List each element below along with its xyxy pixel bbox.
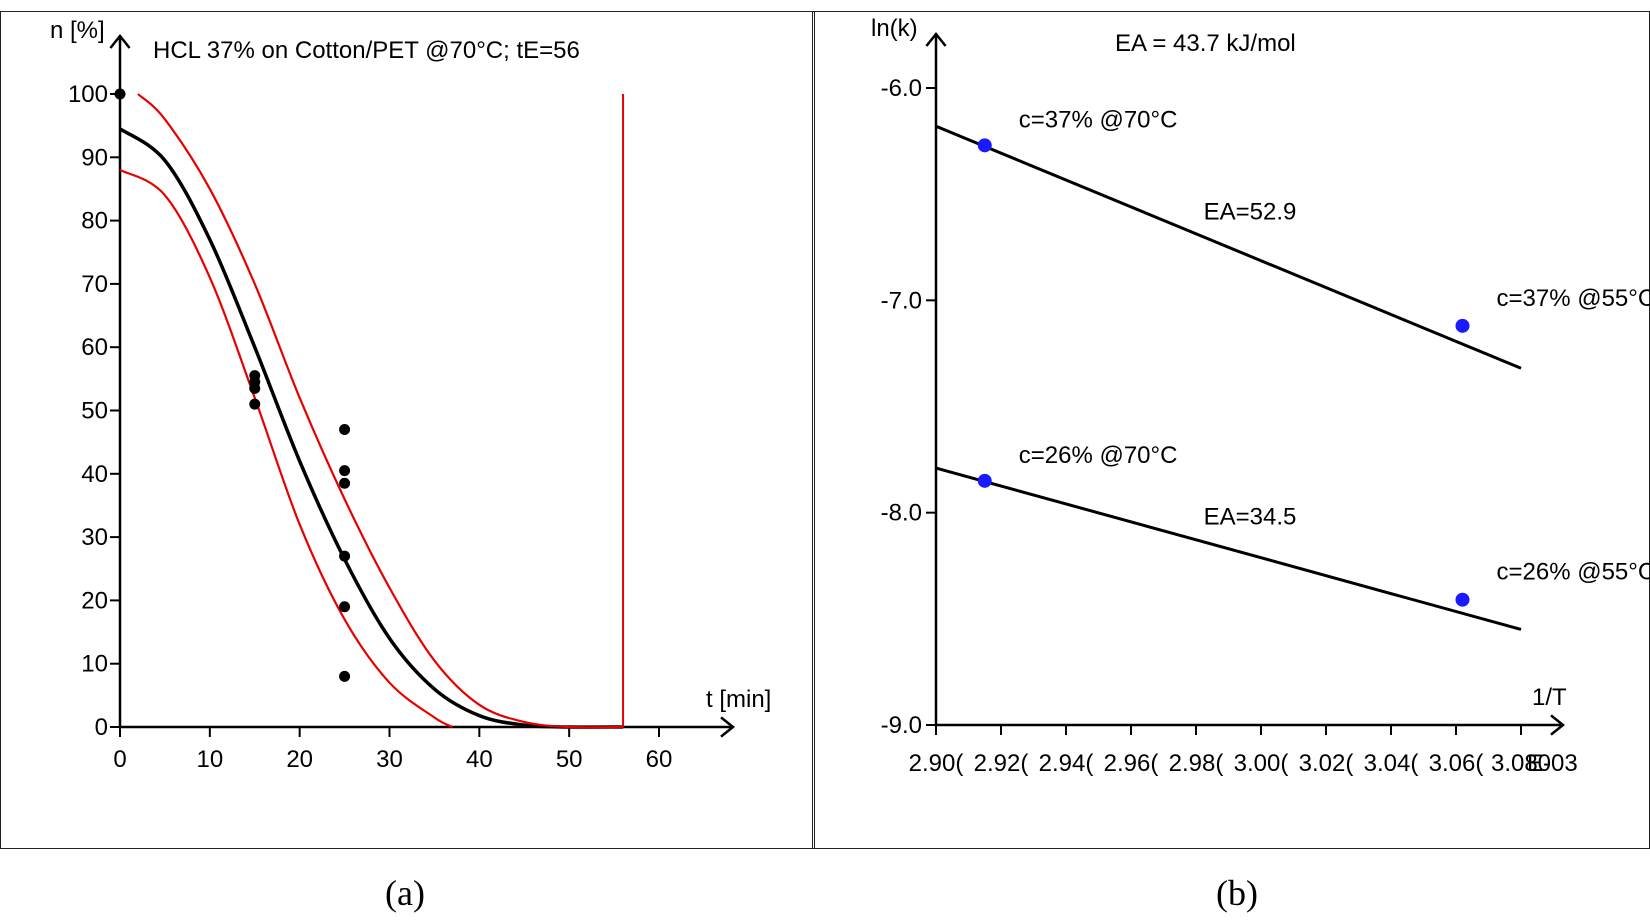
chart-b-point-label: c=37% @70°C <box>1019 106 1178 133</box>
chart-b-data-point <box>977 138 992 153</box>
chart-b-y-tick-label: -9.0 <box>881 712 922 739</box>
chart-b-y-tick-label: -8.0 <box>881 500 922 527</box>
chart-b-ea-annotation: EA=34.5 <box>1204 503 1297 530</box>
chart-a-title: HCL 37% on Cotton/PET @70°C; tE=56 <box>153 37 580 64</box>
chart-b-x-tick-label: 3.04( <box>1364 750 1419 777</box>
chart-a-y-tick-label: 70 <box>81 271 108 298</box>
chart-b-point-label: c=26% @70°C <box>1019 442 1178 469</box>
chart-b-y-axis-arrow <box>925 31 947 47</box>
chart-b-x-tick-label: 2.92( <box>974 750 1029 777</box>
caption-a: (a) <box>385 873 425 913</box>
chart-b-x-tick-label: 3.00( <box>1234 750 1289 777</box>
chart-a-y-tick-label: 30 <box>81 524 108 551</box>
chart-b-title: EA = 43.7 kJ/mol <box>1115 30 1296 57</box>
chart-b-x-tick-label: 2.98( <box>1169 750 1224 777</box>
chart-a-y-tick-label: 0 <box>95 714 108 741</box>
chart-b-data-point <box>1455 592 1470 607</box>
chart-a-x-tick-label: 60 <box>646 746 673 773</box>
caption-b: (b) <box>1216 873 1258 913</box>
chart-a-data-point <box>249 382 261 394</box>
chart-b-y-tick-label: -7.0 <box>881 287 922 314</box>
chart-a-data-point <box>339 477 351 489</box>
chart-a-y-tick-label: 100 <box>68 81 108 108</box>
chart-b-data-point <box>977 473 992 488</box>
chart-b-x-tick-label: 3.080 <box>1491 750 1551 777</box>
chart-b-x-tick-label: 2.90( <box>909 750 964 777</box>
chart-b-point-label: c=26% @55°C <box>1497 559 1650 586</box>
chart-a-x-tick-label: 0 <box>113 746 126 773</box>
chart-a-fit-curve <box>118 127 624 729</box>
chart-a-x-axis-label: t [min] <box>706 686 771 713</box>
chart-b-x-tick-label: 2.94( <box>1039 750 1094 777</box>
chart-a-confidence-curve <box>119 168 453 728</box>
chart-a-x-tick-label: 20 <box>286 746 313 773</box>
chart-a-confidence-curve <box>137 93 624 729</box>
chart-a-x-tick-label: 40 <box>466 746 493 773</box>
chart-a-y-tick-label: 60 <box>81 334 108 361</box>
chart-a-data-point <box>339 550 351 562</box>
chart-b-x-axis-label: 1/T <box>1532 684 1567 711</box>
chart-b-point-label: c=37% @55°C <box>1497 285 1650 312</box>
chart-a-x-tick-label: 50 <box>556 746 583 773</box>
chart-a-y-axis-label: n [%] <box>50 17 105 44</box>
chart-b-regression-line <box>935 466 1522 631</box>
chart-b-x-axis-arrow <box>1550 714 1566 736</box>
chart-b-x-tick-label: 2.96( <box>1104 750 1159 777</box>
chart-a-data-point <box>249 398 261 410</box>
chart-a-x-tick-label: 10 <box>196 746 223 773</box>
chart-a-data-point <box>114 88 126 100</box>
chart-b-y-axis-label: ln(k) <box>871 15 918 42</box>
chart-b-ea-annotation: EA=52.9 <box>1204 199 1297 226</box>
chart-b-y-tick-label: -6.0 <box>881 75 922 102</box>
chart-a-data-point <box>339 670 351 682</box>
chart-b-x-tick-label: 3.02( <box>1299 750 1354 777</box>
chart-a-data-point <box>339 601 351 613</box>
chart-a-y-tick-label: 50 <box>81 398 108 425</box>
chart-b-data-point <box>1455 318 1470 333</box>
chart-a-y-tick-label: 10 <box>81 651 108 678</box>
chart-b-x-exponent-label: E-03 <box>1527 750 1578 777</box>
chart-a-y-tick-label: 40 <box>81 461 108 488</box>
chart-b-x-tick-label: 3.06( <box>1429 750 1484 777</box>
chart-a-y-tick-label: 90 <box>81 144 108 171</box>
chart-a-data-point <box>339 465 351 477</box>
chart-panel-a <box>0 11 815 849</box>
chart-a-y-tick-label: 80 <box>81 208 108 235</box>
chart-a-y-tick-label: 20 <box>81 587 108 614</box>
chart-a-y-axis-arrow <box>109 33 131 49</box>
chart-b-regression-line <box>935 124 1522 370</box>
chart-a-data-point <box>339 423 351 435</box>
chart-a-x-axis-arrow <box>720 716 736 738</box>
chart-a-x-tick-label: 30 <box>376 746 403 773</box>
